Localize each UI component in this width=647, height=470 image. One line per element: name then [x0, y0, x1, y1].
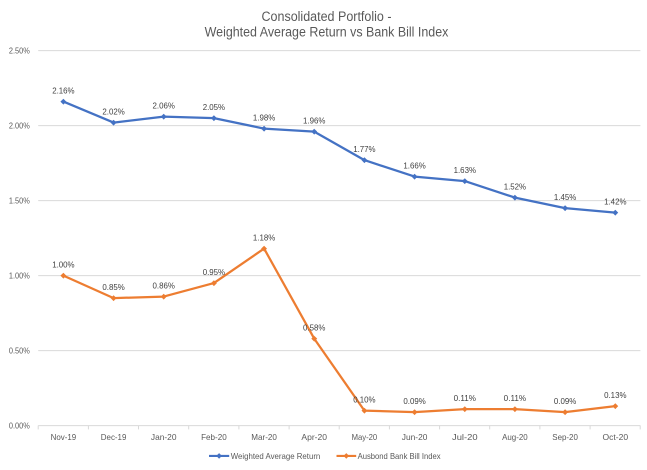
svg-text:1.42%: 1.42%: [604, 198, 626, 207]
svg-text:Apr-20: Apr-20: [301, 432, 327, 442]
svg-text:1.18%: 1.18%: [253, 234, 275, 243]
svg-text:0.13%: 0.13%: [604, 391, 626, 400]
svg-text:Jun-20: Jun-20: [402, 432, 428, 442]
svg-text:1.96%: 1.96%: [303, 117, 325, 126]
svg-text:Oct-20: Oct-20: [603, 432, 629, 442]
svg-text:Consolidated Portfolio -: Consolidated Portfolio -: [262, 9, 392, 24]
svg-text:0.95%: 0.95%: [203, 268, 225, 277]
svg-text:Aug-20: Aug-20: [502, 432, 528, 442]
svg-text:0.50%: 0.50%: [9, 346, 30, 355]
svg-text:May-20: May-20: [352, 432, 378, 442]
svg-text:1.50%: 1.50%: [9, 196, 30, 205]
svg-text:Ausbond Bank Bill Index: Ausbond Bank Bill Index: [358, 451, 442, 461]
svg-text:Nov-19: Nov-19: [51, 432, 77, 442]
svg-text:1.63%: 1.63%: [454, 166, 476, 175]
svg-text:Weighted Average Return vs Ban: Weighted Average Return vs Bank Bill Ind…: [205, 24, 449, 39]
svg-text:2.16%: 2.16%: [52, 87, 74, 96]
svg-text:0.11%: 0.11%: [454, 394, 476, 403]
svg-text:Mar-20: Mar-20: [251, 432, 277, 442]
svg-text:Dec-19: Dec-19: [101, 432, 127, 442]
svg-text:2.06%: 2.06%: [153, 102, 175, 111]
svg-text:Jan-20: Jan-20: [151, 432, 177, 442]
svg-text:2.00%: 2.00%: [9, 121, 30, 130]
svg-text:1.00%: 1.00%: [9, 271, 30, 280]
svg-text:1.66%: 1.66%: [403, 162, 425, 171]
svg-text:0.85%: 0.85%: [102, 283, 124, 292]
svg-text:Weighted Average Return: Weighted Average Return: [231, 451, 321, 461]
svg-text:0.11%: 0.11%: [504, 394, 526, 403]
svg-text:0.10%: 0.10%: [353, 396, 375, 405]
svg-text:1.00%: 1.00%: [52, 261, 74, 270]
svg-text:2.05%: 2.05%: [203, 103, 225, 112]
svg-text:2.50%: 2.50%: [9, 46, 30, 55]
svg-text:0.09%: 0.09%: [403, 397, 425, 406]
svg-text:1.52%: 1.52%: [504, 183, 526, 192]
svg-text:0.58%: 0.58%: [303, 324, 325, 333]
svg-text:Jul-20: Jul-20: [452, 432, 478, 442]
svg-text:1.98%: 1.98%: [253, 114, 275, 123]
svg-text:0.09%: 0.09%: [554, 397, 576, 406]
svg-text:0.00%: 0.00%: [9, 421, 30, 430]
svg-text:Sep-20: Sep-20: [552, 432, 578, 442]
svg-text:2.02%: 2.02%: [102, 108, 124, 117]
svg-text:1.77%: 1.77%: [353, 145, 375, 154]
svg-text:0.86%: 0.86%: [153, 282, 175, 291]
svg-text:Feb-20: Feb-20: [201, 432, 227, 442]
svg-text:1.45%: 1.45%: [554, 193, 576, 202]
